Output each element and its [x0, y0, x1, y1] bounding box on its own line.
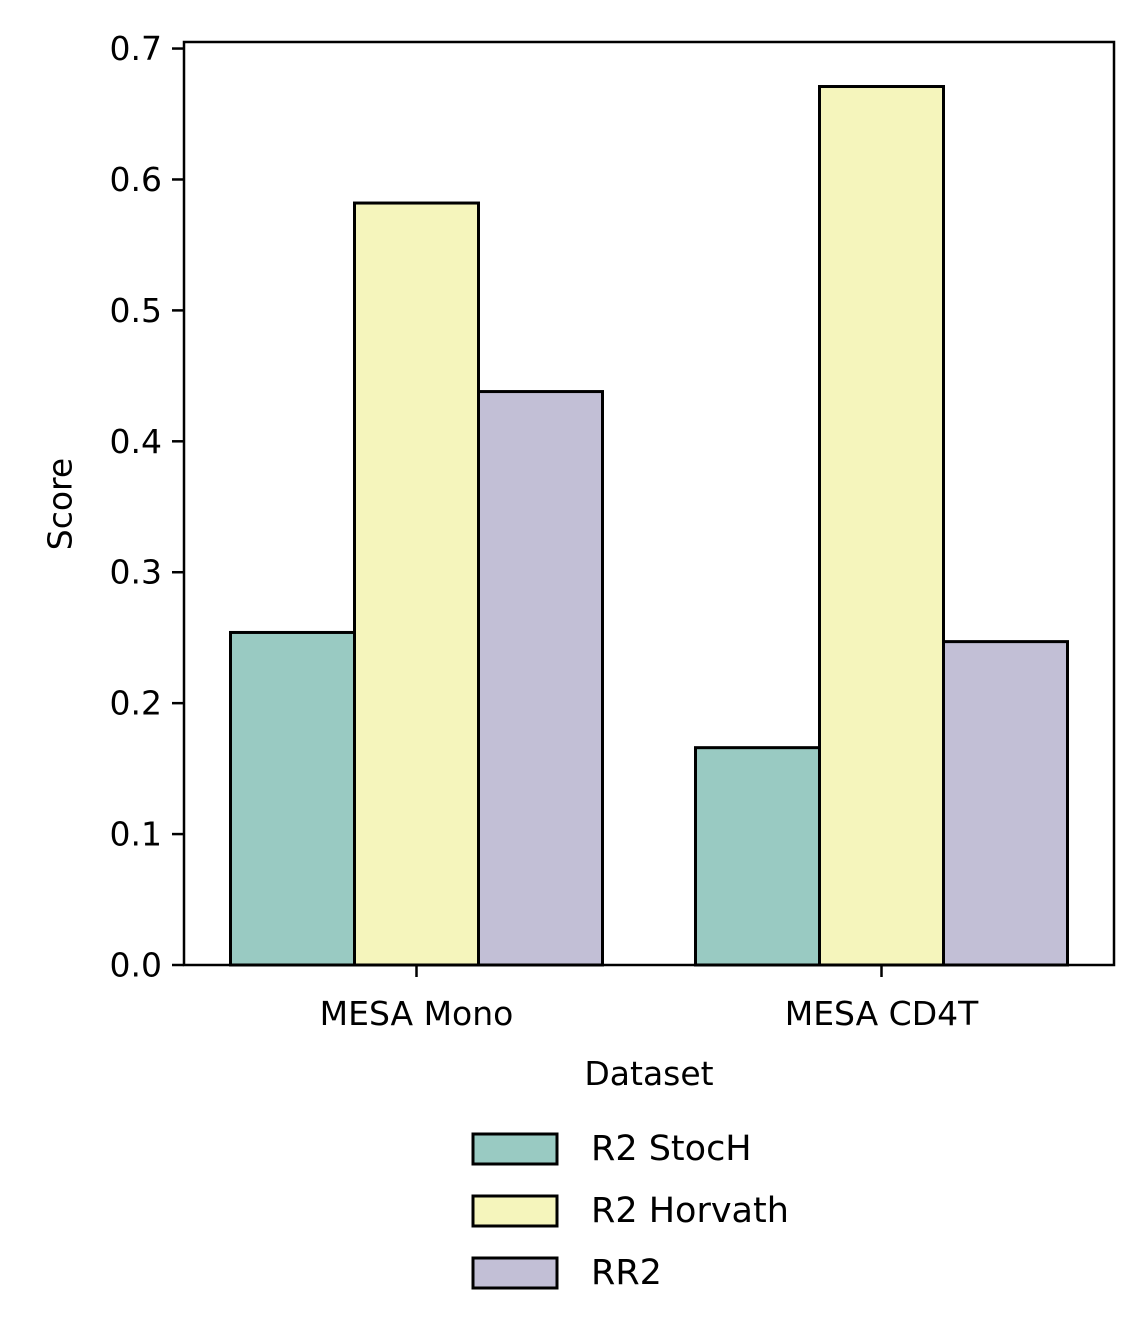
y-tick-label: 0.0	[110, 946, 162, 985]
x-tick-label: MESA Mono	[320, 994, 514, 1033]
bar-rr2-mesa-mono	[477, 390, 604, 967]
legend-swatch	[471, 1132, 559, 1166]
legend-label: R2 StocH	[591, 1129, 752, 1169]
legend-swatch	[471, 1256, 559, 1290]
bars-group	[229, 85, 1069, 967]
legend-label: R2 Horvath	[591, 1191, 789, 1231]
y-tick-label: 0.6	[110, 160, 162, 199]
x-axis-title: Dataset	[584, 1054, 713, 1093]
bar-r2-stoch-mesa-mono	[229, 630, 356, 967]
legend: R2 StocH R2 Horvath RR2	[471, 1129, 789, 1293]
y-tick-label: 0.3	[110, 553, 162, 592]
legend-label: RR2	[591, 1253, 662, 1293]
y-axis: 0.0 0.1 0.2 0.3 0.4 0.5 0.6 0.7	[110, 29, 184, 985]
y-tick-label: 0.1	[110, 815, 162, 854]
y-tick-label: 0.4	[110, 422, 162, 461]
bar-rr2-mesa-cd4t	[942, 640, 1069, 967]
x-tick-label: MESA CD4T	[785, 994, 979, 1033]
plot-frame	[182, 40, 1116, 967]
bar-r2-horvath-mesa-mono	[353, 201, 480, 967]
bar-r2-horvath-mesa-cd4t	[818, 85, 945, 967]
y-axis-title: Score	[41, 458, 80, 550]
x-axis: MESA Mono MESA CD4T	[320, 965, 979, 1033]
y-tick-label: 0.2	[110, 684, 162, 723]
y-tick-label: 0.5	[110, 291, 162, 330]
legend-swatch	[471, 1194, 559, 1228]
bar-r2-stoch-mesa-cd4t	[694, 746, 821, 967]
y-tick-label: 0.7	[110, 29, 162, 68]
